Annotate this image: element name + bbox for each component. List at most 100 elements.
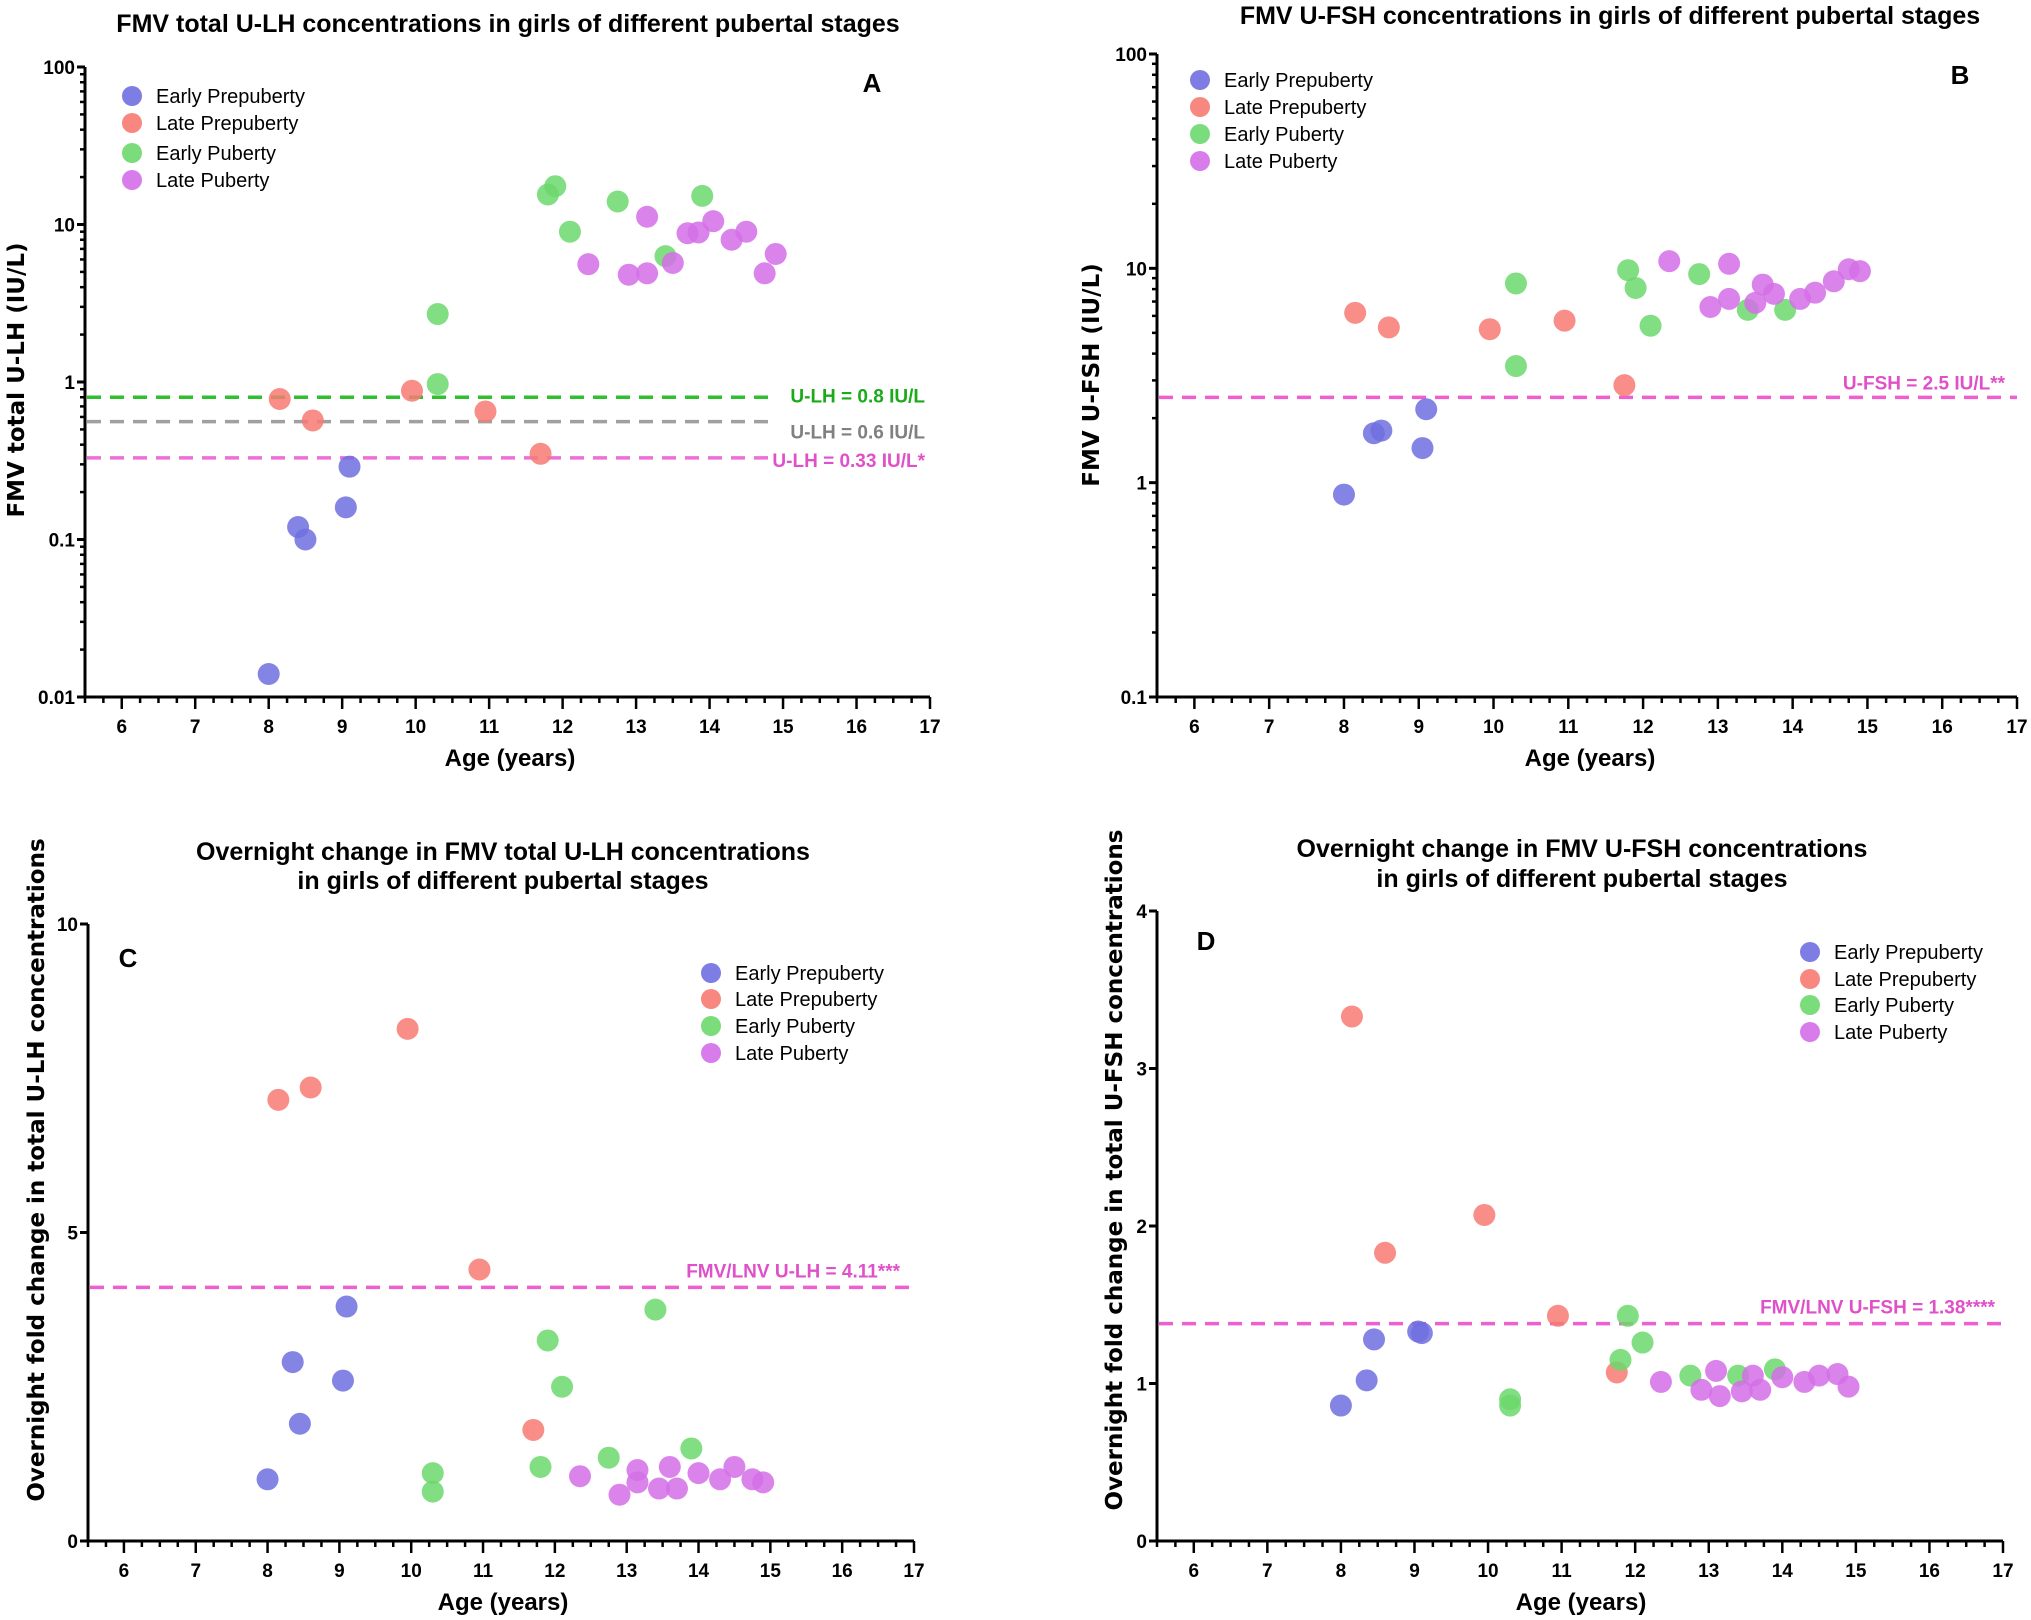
legend-label: Late Puberty — [156, 170, 269, 192]
y-tick-label: 1 — [1136, 1375, 1147, 1396]
reference-line-label: U-LH = 0.33 IU/L* — [772, 451, 925, 472]
panel-b-legend: Early Prepuberty Late Prepuberty Early Pub… — [1190, 70, 1373, 173]
panel-c-title-line1: Overnight change in FMV total U-LH conce… — [196, 838, 810, 866]
x-tick-label: 7 — [190, 1561, 201, 1582]
x-tick-label: 15 — [1845, 1561, 1867, 1582]
data-point-late-puberty — [1699, 296, 1722, 319]
data-point-late-puberty — [1762, 282, 1785, 305]
x-tick-label: 17 — [919, 717, 940, 738]
legend-marker — [122, 86, 142, 106]
data-point-early-puberty — [529, 1455, 552, 1478]
data-point-late-prepuberty — [1553, 309, 1576, 332]
legend-label: Late Prepuberty — [156, 113, 298, 135]
data-point-late-puberty — [1649, 1370, 1672, 1393]
legend-marker — [701, 963, 721, 983]
x-tick-label: 8 — [263, 717, 274, 738]
legend-label: Early Prepuberty — [156, 86, 305, 108]
x-tick-label: 13 — [626, 717, 647, 738]
x-tick-label: 11 — [479, 717, 500, 738]
data-point-late-puberty — [626, 1471, 649, 1494]
data-point-late-prepuberty — [522, 1418, 545, 1441]
x-tick-label: 9 — [337, 717, 348, 738]
legend-marker — [1800, 942, 1820, 962]
data-point-late-puberty — [1708, 1385, 1731, 1408]
legend-label: Late Puberty — [735, 1043, 848, 1065]
legend-label: Late Puberty — [1834, 1022, 1947, 1044]
data-point-late-puberty — [1804, 281, 1827, 304]
x-tick-label: 17 — [1992, 1561, 2013, 1582]
panel-a-points — [257, 175, 787, 685]
legend-marker — [122, 143, 142, 163]
x-tick-label: 11 — [1552, 1561, 1573, 1582]
data-point-late-puberty — [1744, 291, 1767, 314]
panel-a-letter: A — [863, 68, 882, 98]
y-tick-label: 3 — [1136, 1060, 1147, 1081]
panel-d-legend: Early Prepuberty Late Prepuberty Early Pub… — [1800, 942, 1983, 1044]
data-point-late-puberty — [1749, 1378, 1772, 1401]
data-point-early-puberty — [606, 190, 629, 213]
panel-c-reference-lines: FMV/LNV U-LH = 4.11*** — [90, 1261, 914, 1290]
x-tick-label: 11 — [1558, 717, 1579, 738]
x-tick-label: 12 — [1625, 1561, 1646, 1582]
y-tick-label: 1 — [64, 373, 75, 394]
data-point-late-prepuberty — [267, 1088, 290, 1111]
x-tick-label: 14 — [1782, 717, 1804, 738]
legend-marker — [701, 1016, 721, 1036]
data-point-late-puberty — [1837, 1375, 1860, 1398]
x-tick-label: 7 — [190, 717, 201, 738]
data-point-late-puberty — [723, 1455, 746, 1478]
legend-label: Early Puberty — [1224, 124, 1344, 146]
data-point-late-puberty — [1658, 250, 1681, 273]
data-point-early-puberty — [426, 373, 449, 396]
panel-d-ylabel: Overnight fold change in total U-FSH con… — [1102, 830, 1128, 1511]
x-tick-label: 14 — [688, 1561, 710, 1582]
data-point-late-puberty — [1848, 260, 1871, 283]
data-point-late-prepuberty — [1613, 374, 1636, 397]
y-tick-label: 10 — [57, 915, 78, 936]
data-point-late-puberty — [648, 1477, 671, 1500]
data-point-late-puberty — [1822, 270, 1845, 293]
data-point-early-puberty — [1639, 314, 1662, 337]
x-tick-label: 9 — [334, 1561, 345, 1582]
panel-c-title-line2: in girls of different pubertal stages — [297, 867, 708, 895]
legend-marker — [1800, 1022, 1820, 1042]
x-tick-label: 10 — [405, 717, 426, 738]
data-point-early-puberty — [544, 175, 567, 198]
data-point-early-puberty — [421, 1480, 444, 1503]
data-point-early-prepuberty — [1370, 419, 1393, 442]
panel-c-axes: 6 7 8 9 10 11 12 13 14 15 16 17 0 5 10 — [57, 915, 925, 1582]
x-tick-label: 8 — [262, 1561, 273, 1582]
x-tick-label: 12 — [552, 717, 573, 738]
legend-marker — [1800, 969, 1820, 989]
panel-a-xlabel: Age (years) — [445, 745, 576, 772]
data-point-late-puberty — [636, 205, 659, 228]
panel-d-title-line2: in girls of different pubertal stages — [1376, 865, 1787, 893]
panel-d-letter: D — [1197, 926, 1216, 956]
x-tick-label: 13 — [1698, 1561, 1719, 1582]
data-point-late-puberty — [1771, 1366, 1794, 1389]
legend-label: Late Puberty — [1224, 151, 1337, 173]
data-point-early-puberty — [536, 1329, 559, 1352]
x-tick-label: 6 — [119, 1561, 130, 1582]
reference-line-label: FMV/LNV U-LH = 4.11*** — [686, 1261, 900, 1282]
y-tick-label: 2 — [1136, 1217, 1147, 1238]
data-point-late-prepuberty — [1344, 301, 1367, 324]
data-point-early-prepuberty — [281, 1351, 304, 1374]
x-tick-label: 13 — [616, 1561, 637, 1582]
data-point-late-prepuberty — [1546, 1304, 1569, 1327]
panel-d-title-line1: Overnight change in FMV U-FSH concentrat… — [1297, 835, 1868, 863]
y-tick-label: 100 — [43, 58, 75, 79]
legend-label: Early Prepuberty — [735, 963, 884, 985]
data-point-late-puberty — [1808, 1364, 1831, 1387]
y-tick-label: 10 — [1126, 259, 1147, 280]
legend-marker — [1190, 97, 1210, 117]
data-point-late-puberty — [665, 1477, 688, 1500]
x-tick-label: 7 — [1262, 1561, 1273, 1582]
data-point-late-puberty — [636, 262, 659, 285]
data-point-early-prepuberty — [1363, 1328, 1386, 1351]
panel-b-title: FMV U-FSH concentrations in girls of dif… — [1240, 2, 1980, 30]
data-point-early-prepuberty — [294, 528, 317, 551]
legend-marker — [1190, 70, 1210, 90]
x-tick-label: 15 — [760, 1561, 782, 1582]
panel-b: FMV U-FSH concentrations in girls of dif… — [1079, 2, 2028, 772]
